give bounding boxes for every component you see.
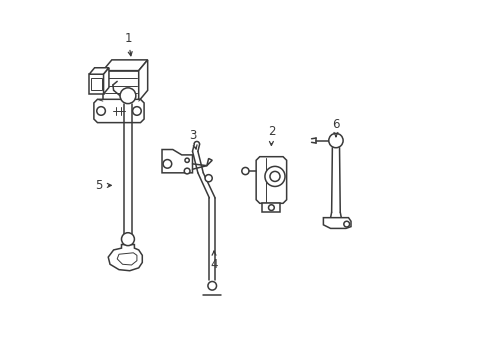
Bar <box>91 78 102 90</box>
Polygon shape <box>102 60 147 71</box>
Polygon shape <box>108 244 142 271</box>
Circle shape <box>121 233 134 246</box>
Circle shape <box>207 282 216 290</box>
Circle shape <box>269 171 280 181</box>
Text: 1: 1 <box>124 32 132 56</box>
Circle shape <box>343 221 349 227</box>
Text: 5: 5 <box>95 179 111 192</box>
Circle shape <box>241 167 248 175</box>
Circle shape <box>97 107 105 115</box>
Circle shape <box>264 166 285 186</box>
Polygon shape <box>206 158 212 166</box>
Polygon shape <box>89 68 109 74</box>
Polygon shape <box>117 253 137 265</box>
Text: 3: 3 <box>188 129 197 149</box>
Polygon shape <box>162 149 192 173</box>
Text: 4: 4 <box>210 251 217 271</box>
Circle shape <box>163 159 171 168</box>
Polygon shape <box>139 60 147 101</box>
Polygon shape <box>89 74 103 94</box>
Circle shape <box>184 168 190 174</box>
Polygon shape <box>102 71 139 101</box>
Polygon shape <box>94 99 144 123</box>
Polygon shape <box>256 157 286 203</box>
Text: 6: 6 <box>331 118 339 137</box>
Polygon shape <box>103 68 109 94</box>
Circle shape <box>132 107 141 115</box>
Circle shape <box>184 158 189 162</box>
Bar <box>262 203 280 212</box>
Polygon shape <box>323 218 350 228</box>
Text: 2: 2 <box>267 125 275 145</box>
Circle shape <box>204 175 212 182</box>
Circle shape <box>120 88 136 104</box>
Circle shape <box>268 205 274 211</box>
Circle shape <box>328 134 343 148</box>
